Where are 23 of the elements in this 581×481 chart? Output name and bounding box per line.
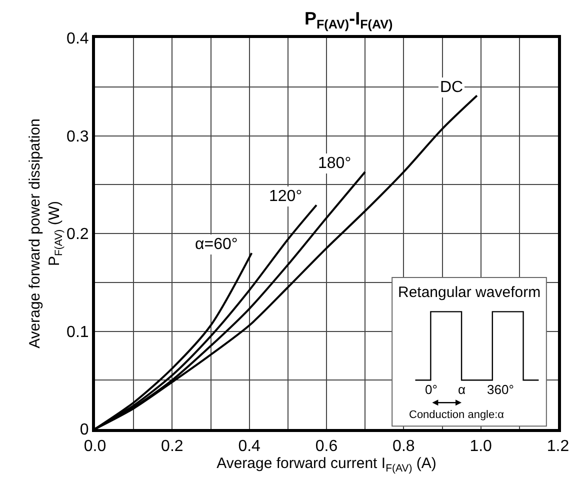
x-tick-label: 1.0 (470, 438, 492, 456)
annotation: 0° (425, 382, 438, 397)
x-axis-title: Average forward current I$_{F(AV)}$ (A) (216, 455, 436, 474)
y-tick-label: 0.4 (66, 30, 89, 48)
y-tick-label: 0.2 (66, 226, 89, 244)
annotation: Retangular waveform (398, 284, 541, 301)
x-tick-label: 0.0 (84, 438, 106, 456)
x-tick-label: 0.8 (392, 438, 415, 456)
x-tick-label: 0.6 (315, 438, 338, 456)
series-label: 180° (318, 155, 352, 172)
x-tick-label: 0.2 (161, 438, 184, 456)
x-tick-label: 1.2 (546, 438, 570, 456)
annotation: α (458, 382, 466, 397)
series-label: 120° (269, 188, 302, 205)
y-tick-label: 0 (80, 422, 89, 439)
x-tick-label: 0.4 (238, 438, 261, 456)
series-label: α=60° (195, 236, 238, 253)
chart-title: P$_{F(AV)}$-I$_{F(AV)}$ (304, 8, 393, 32)
y-tick-label: 0.3 (66, 128, 89, 146)
annotation: Conduction angle:α (409, 409, 505, 421)
series-label: DC (440, 79, 464, 96)
y-tick-label: 0.1 (66, 324, 89, 341)
annotation: 360° (487, 382, 514, 397)
